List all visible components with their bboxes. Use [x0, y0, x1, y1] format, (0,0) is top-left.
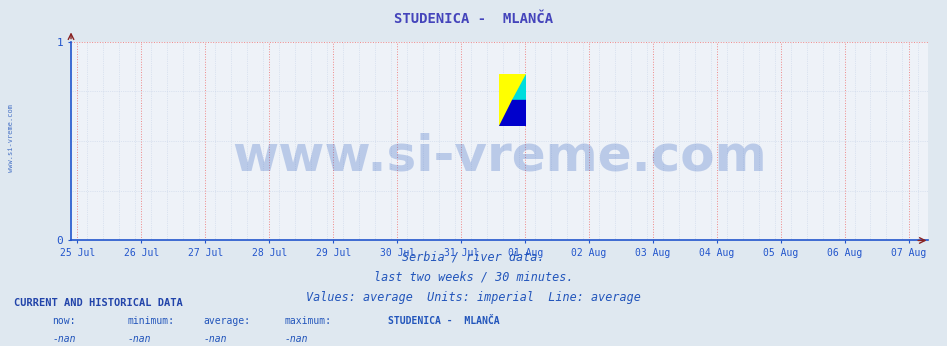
Polygon shape	[512, 74, 526, 100]
Text: average:: average:	[204, 316, 251, 326]
Polygon shape	[499, 74, 526, 126]
Text: -nan: -nan	[204, 334, 227, 344]
Text: -nan: -nan	[52, 334, 76, 344]
Text: STUDENICA -  MLANČA: STUDENICA - MLANČA	[394, 12, 553, 26]
Text: www.si-vreme.com: www.si-vreme.com	[9, 104, 14, 172]
Text: Values: average  Units: imperial  Line: average: Values: average Units: imperial Line: av…	[306, 291, 641, 304]
Text: Serbia / river data.: Serbia / river data.	[402, 251, 545, 264]
Text: STUDENICA -  MLANČA: STUDENICA - MLANČA	[388, 316, 500, 326]
Text: www.si-vreme.com: www.si-vreme.com	[232, 133, 767, 181]
Text: CURRENT AND HISTORICAL DATA: CURRENT AND HISTORICAL DATA	[14, 298, 183, 308]
Text: -nan: -nan	[128, 334, 152, 344]
Text: -nan: -nan	[284, 334, 308, 344]
Text: maximum:: maximum:	[284, 316, 331, 326]
Text: minimum:: minimum:	[128, 316, 175, 326]
Text: last two weeks / 30 minutes.: last two weeks / 30 minutes.	[374, 271, 573, 284]
Polygon shape	[499, 100, 526, 126]
Text: now:: now:	[52, 316, 76, 326]
